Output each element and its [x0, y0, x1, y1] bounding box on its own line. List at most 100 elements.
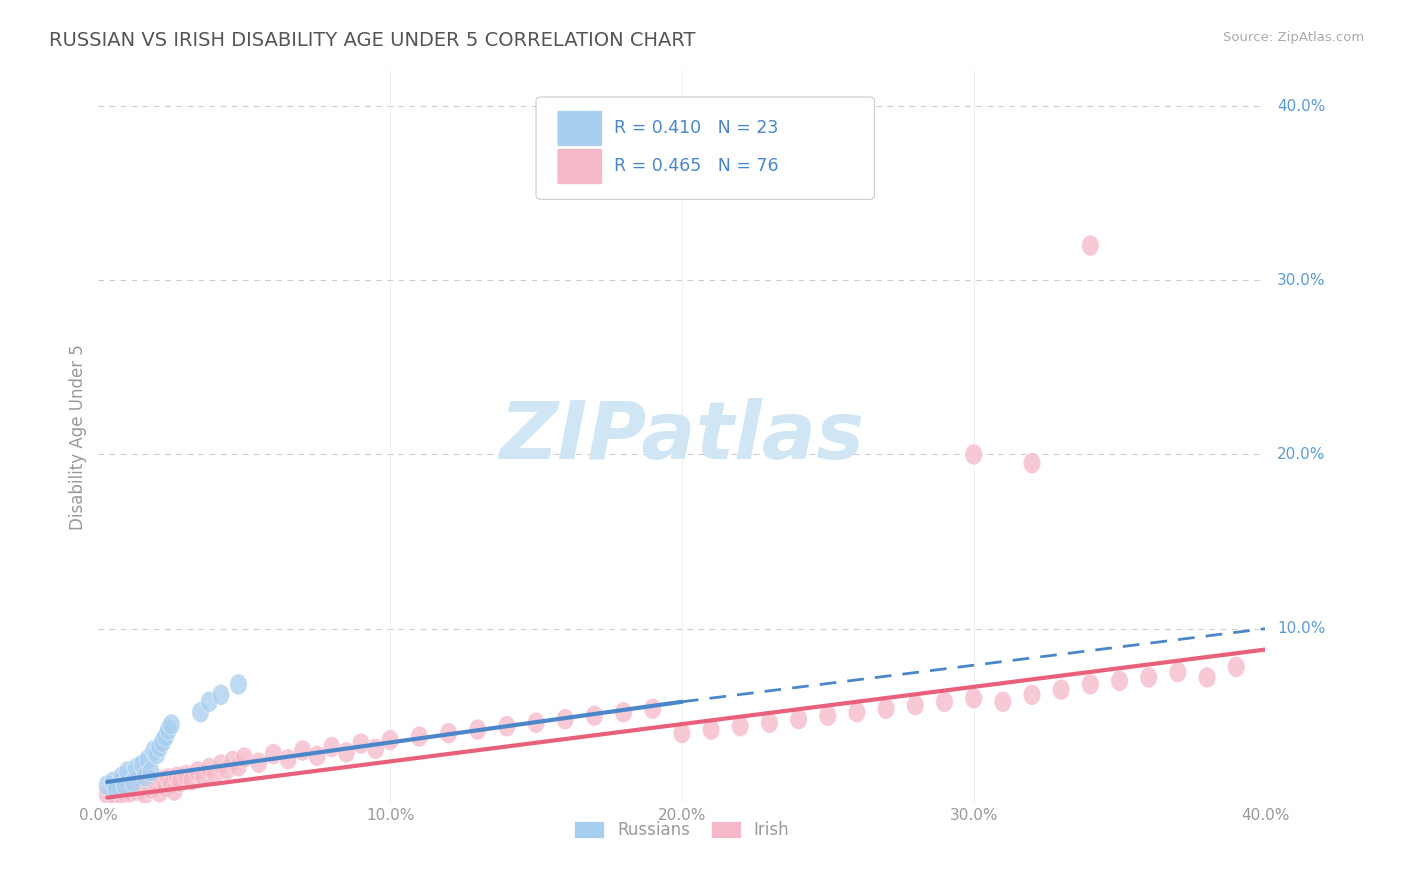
- FancyBboxPatch shape: [536, 97, 875, 200]
- Ellipse shape: [115, 775, 134, 796]
- Text: 40.0%: 40.0%: [1277, 99, 1326, 113]
- Ellipse shape: [877, 698, 894, 719]
- Ellipse shape: [125, 772, 142, 792]
- Ellipse shape: [229, 674, 247, 695]
- Ellipse shape: [440, 723, 457, 744]
- Ellipse shape: [527, 712, 544, 733]
- Ellipse shape: [353, 733, 370, 754]
- Ellipse shape: [145, 772, 163, 792]
- Ellipse shape: [183, 770, 201, 790]
- Ellipse shape: [120, 761, 136, 782]
- Ellipse shape: [1227, 657, 1244, 677]
- Ellipse shape: [294, 740, 311, 761]
- Ellipse shape: [128, 780, 145, 801]
- Ellipse shape: [557, 709, 574, 730]
- Ellipse shape: [157, 726, 174, 747]
- Text: 20.0%: 20.0%: [1277, 447, 1326, 462]
- Ellipse shape: [250, 752, 267, 773]
- Ellipse shape: [188, 761, 207, 782]
- Ellipse shape: [1024, 684, 1040, 706]
- Ellipse shape: [614, 702, 633, 723]
- Ellipse shape: [212, 684, 229, 706]
- Ellipse shape: [224, 750, 242, 772]
- Ellipse shape: [673, 723, 690, 744]
- Ellipse shape: [820, 706, 837, 726]
- Ellipse shape: [1081, 235, 1099, 256]
- Text: ZIPatlas: ZIPatlas: [499, 398, 865, 476]
- Ellipse shape: [264, 744, 283, 764]
- Ellipse shape: [153, 770, 172, 790]
- Legend: Russians, Irish: Russians, Irish: [568, 814, 796, 846]
- Ellipse shape: [1111, 671, 1128, 691]
- Ellipse shape: [848, 702, 866, 723]
- Ellipse shape: [790, 709, 807, 730]
- Ellipse shape: [131, 775, 148, 796]
- Ellipse shape: [153, 731, 172, 752]
- Ellipse shape: [120, 779, 136, 799]
- Ellipse shape: [115, 782, 134, 803]
- Ellipse shape: [965, 444, 983, 465]
- Ellipse shape: [166, 780, 183, 801]
- Ellipse shape: [703, 719, 720, 740]
- Ellipse shape: [142, 761, 160, 782]
- Ellipse shape: [157, 777, 174, 797]
- Ellipse shape: [1170, 662, 1187, 682]
- Ellipse shape: [1024, 453, 1040, 474]
- Ellipse shape: [98, 775, 115, 796]
- Text: 10.0%: 10.0%: [1277, 621, 1326, 636]
- Ellipse shape: [280, 748, 297, 770]
- Ellipse shape: [907, 695, 924, 715]
- Ellipse shape: [1053, 679, 1070, 700]
- Ellipse shape: [236, 747, 253, 768]
- Ellipse shape: [160, 768, 177, 789]
- Ellipse shape: [163, 773, 180, 794]
- Ellipse shape: [134, 754, 150, 775]
- Ellipse shape: [172, 772, 188, 792]
- Ellipse shape: [644, 698, 661, 719]
- Ellipse shape: [218, 759, 236, 780]
- Ellipse shape: [125, 777, 142, 797]
- Ellipse shape: [411, 726, 427, 747]
- Ellipse shape: [107, 785, 125, 806]
- Ellipse shape: [148, 744, 166, 764]
- Ellipse shape: [98, 784, 115, 805]
- Ellipse shape: [142, 779, 160, 799]
- Ellipse shape: [470, 719, 486, 740]
- Text: R = 0.410   N = 23: R = 0.410 N = 23: [614, 120, 779, 137]
- Ellipse shape: [212, 754, 229, 775]
- Text: Source: ZipAtlas.com: Source: ZipAtlas.com: [1223, 31, 1364, 45]
- Y-axis label: Disability Age Under 5: Disability Age Under 5: [69, 344, 87, 530]
- Ellipse shape: [1081, 674, 1099, 695]
- Ellipse shape: [191, 702, 209, 723]
- Ellipse shape: [136, 784, 153, 805]
- FancyBboxPatch shape: [557, 149, 603, 185]
- Ellipse shape: [337, 742, 356, 763]
- FancyBboxPatch shape: [557, 111, 603, 146]
- Ellipse shape: [498, 715, 516, 737]
- Ellipse shape: [112, 784, 131, 805]
- Ellipse shape: [104, 772, 122, 792]
- Ellipse shape: [201, 691, 218, 712]
- Ellipse shape: [323, 737, 340, 757]
- Ellipse shape: [148, 775, 166, 796]
- Ellipse shape: [586, 706, 603, 726]
- Ellipse shape: [128, 757, 145, 779]
- Ellipse shape: [104, 780, 122, 801]
- Ellipse shape: [731, 715, 749, 737]
- Ellipse shape: [994, 691, 1011, 712]
- Ellipse shape: [201, 757, 218, 779]
- Ellipse shape: [136, 766, 153, 787]
- Ellipse shape: [139, 748, 157, 770]
- Ellipse shape: [169, 766, 186, 787]
- Ellipse shape: [145, 740, 163, 761]
- Text: 30.0%: 30.0%: [1277, 273, 1326, 288]
- Ellipse shape: [207, 763, 224, 784]
- Ellipse shape: [134, 779, 150, 799]
- Ellipse shape: [110, 779, 128, 799]
- Ellipse shape: [761, 712, 778, 733]
- Text: R = 0.465   N = 76: R = 0.465 N = 76: [614, 158, 779, 176]
- Ellipse shape: [150, 782, 169, 803]
- Ellipse shape: [177, 764, 194, 785]
- Ellipse shape: [194, 766, 212, 787]
- Ellipse shape: [1198, 667, 1216, 688]
